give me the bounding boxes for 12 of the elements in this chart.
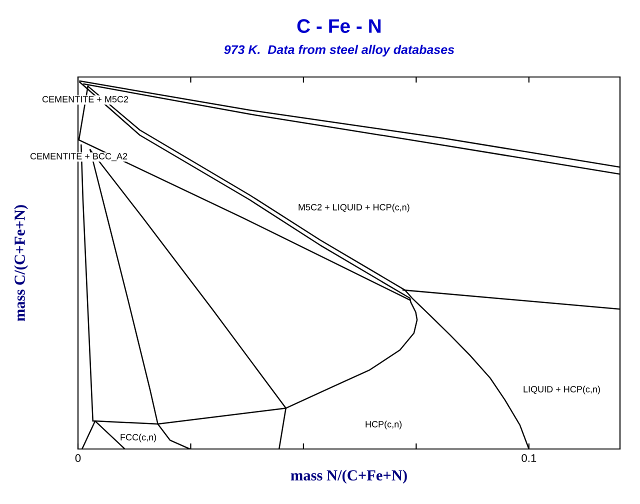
annotation: LIQUID + HCP(c,n) bbox=[524, 386, 600, 394]
annotation: M5C2 + LIQUID + HCP(c,n) bbox=[298, 204, 410, 212]
chart-subtitle: 973 K. Data from steel alloy databases bbox=[224, 44, 454, 57]
x-tick-label: 0.1 bbox=[522, 454, 536, 462]
x-tick-label: 0 bbox=[75, 454, 81, 462]
chart-title: C - Fe - N bbox=[297, 19, 381, 33]
y-axis-title: mass C/(C+Fe+N) bbox=[14, 205, 28, 322]
annotation: CEMENTITE + BCC_A2 bbox=[30, 153, 128, 162]
x-axis-title: mass N/(C+Fe+N) bbox=[290, 470, 407, 484]
annotation: CEMENTITE + M5C2 bbox=[42, 96, 128, 102]
annotation: HCP(c,n) bbox=[366, 420, 402, 430]
annotation: FCC(c,n) bbox=[120, 434, 156, 442]
